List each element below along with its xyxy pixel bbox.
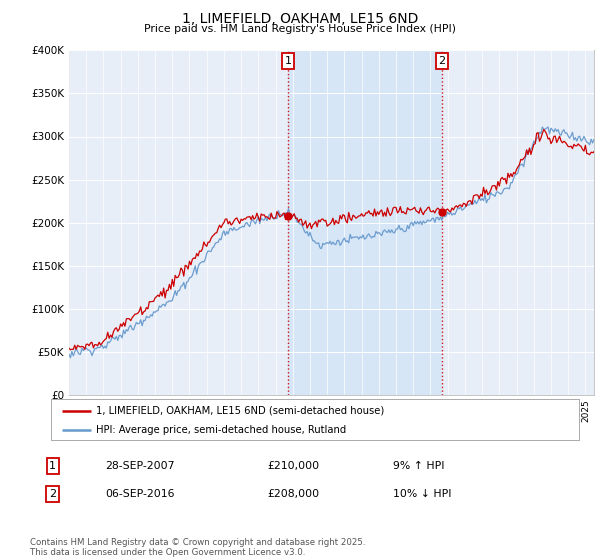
Text: 9% ↑ HPI: 9% ↑ HPI bbox=[393, 461, 445, 471]
Text: 1, LIMEFIELD, OAKHAM, LE15 6ND (semi-detached house): 1, LIMEFIELD, OAKHAM, LE15 6ND (semi-det… bbox=[96, 405, 384, 416]
Text: 1: 1 bbox=[49, 461, 56, 471]
Text: 1: 1 bbox=[284, 56, 292, 66]
Text: 06-SEP-2016: 06-SEP-2016 bbox=[105, 489, 175, 499]
Text: 10% ↓ HPI: 10% ↓ HPI bbox=[393, 489, 452, 499]
Text: £208,000: £208,000 bbox=[267, 489, 319, 499]
Text: 2: 2 bbox=[439, 56, 446, 66]
Text: 1, LIMEFIELD, OAKHAM, LE15 6ND: 1, LIMEFIELD, OAKHAM, LE15 6ND bbox=[182, 12, 418, 26]
Text: HPI: Average price, semi-detached house, Rutland: HPI: Average price, semi-detached house,… bbox=[96, 424, 346, 435]
Text: 28-SEP-2007: 28-SEP-2007 bbox=[105, 461, 175, 471]
Text: 2: 2 bbox=[49, 489, 56, 499]
Text: £210,000: £210,000 bbox=[267, 461, 319, 471]
Text: Price paid vs. HM Land Registry's House Price Index (HPI): Price paid vs. HM Land Registry's House … bbox=[144, 24, 456, 34]
Text: Contains HM Land Registry data © Crown copyright and database right 2025.
This d: Contains HM Land Registry data © Crown c… bbox=[30, 538, 365, 557]
Bar bbox=[288, 50, 442, 395]
